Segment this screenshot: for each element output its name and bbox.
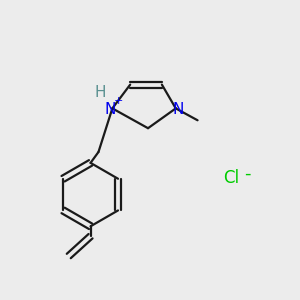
Text: +: +: [114, 97, 123, 106]
Text: N: N: [172, 102, 183, 117]
Text: -: -: [244, 165, 250, 183]
Text: Cl: Cl: [223, 169, 239, 187]
Text: N: N: [105, 102, 116, 117]
Text: H: H: [95, 85, 106, 100]
